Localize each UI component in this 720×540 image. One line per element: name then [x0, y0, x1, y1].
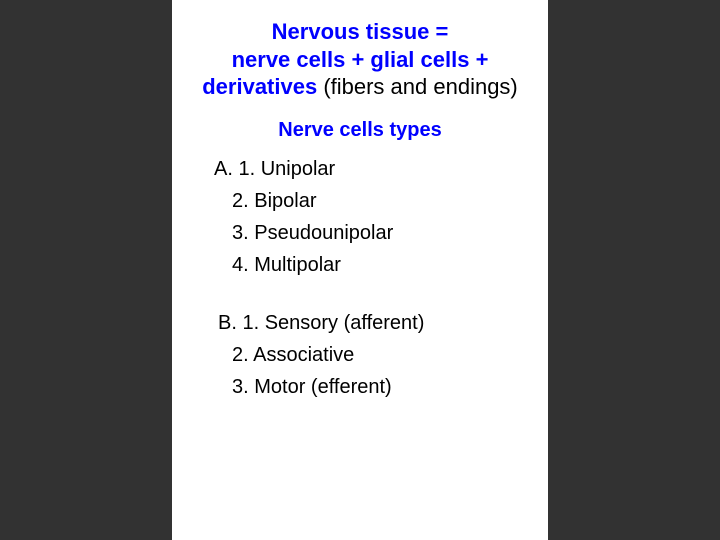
list-item: 3. Motor (efferent)	[202, 372, 528, 402]
slide-title: Nervous tissue = nerve cells + glial cel…	[192, 18, 528, 101]
slide-subtitle: Nerve cells types	[192, 119, 528, 142]
list-item: 2. Associative	[202, 340, 528, 370]
list-item: B. 1. Sensory (afferent)	[202, 308, 528, 338]
content-area: A. 1. Unipolar 2. Bipolar 3. Pseudounipo…	[192, 154, 528, 402]
list-item: 4. Multipolar	[202, 250, 528, 280]
title-part-3: (fibers and endings)	[323, 74, 517, 99]
slide-page: Nervous tissue = nerve cells + glial cel…	[172, 0, 548, 540]
title-part-1: Nervous tissue =	[272, 19, 449, 44]
list-item: 2. Bipolar	[202, 186, 528, 216]
list-item: 3. Pseudounipolar	[202, 218, 528, 248]
list-item: A. 1. Unipolar	[202, 154, 528, 184]
